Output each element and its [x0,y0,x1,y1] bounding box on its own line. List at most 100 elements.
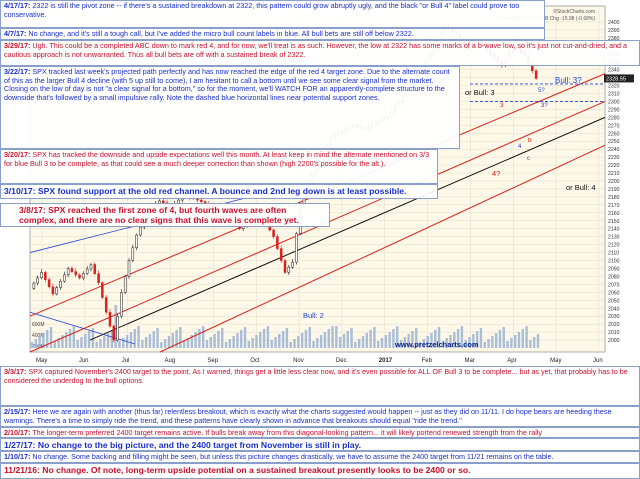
wave-label-b: b [528,138,532,144]
volume-bar [407,334,410,348]
volume-bar [308,327,311,348]
price-candle [123,276,127,293]
y-tick-label: 2220 [608,163,620,169]
note-update: 3/10/17: SPX found support at the old re… [0,184,438,199]
volume-bar [510,338,513,348]
volume-bar [129,332,133,348]
y-tick-label: 2170 [608,203,620,209]
volume-bar [221,328,224,348]
volume-bar [194,332,197,348]
x-tick-label: Sep [207,358,218,364]
volume-bar [377,341,380,348]
volume-bar [38,336,41,348]
volume-bar [99,339,102,348]
volume-bar [373,327,376,348]
price-candle [93,264,97,274]
note-update: 3/22/17: SPX tracked last week's project… [0,66,460,149]
volume-bar [392,329,395,348]
price-candle [120,292,123,317]
volume-bar [494,333,498,348]
volume-bar [357,339,361,348]
volume-bar [175,330,178,348]
volume-bar [449,335,452,348]
volume-bar [144,337,148,348]
volume-bar [251,338,254,348]
volume-bar [103,336,106,348]
volume-bar [498,330,502,348]
volume-bar [487,339,490,348]
volume-bar [521,329,524,348]
x-tick-label: May [36,358,47,364]
note-date: 4/17/17: [4,1,31,10]
price-candle [283,260,287,273]
volume-bar [513,335,517,348]
volume-bar [525,326,528,348]
volume-bar [236,333,239,348]
y-tick-label: 2080 [608,274,620,280]
price-candle [66,268,70,276]
note-text: SPX captured November's 2400 target to t… [4,367,628,385]
x-tick-label: May [550,358,561,364]
note-date: 1/27/17: [4,440,36,450]
volume-bar [179,327,182,348]
volume-bar [289,342,292,348]
note-date: 3/3/17: [4,367,27,376]
price-candle [97,273,100,284]
volume-bar [411,331,414,348]
volume-bar [270,340,273,348]
black-trendline [89,116,606,341]
y-tick-label: 2390 [608,28,620,34]
volume-bar [529,340,532,348]
x-tick-label: Apr [507,358,516,364]
price-candle [51,286,55,295]
volume-bar [205,340,209,348]
volume-bar [342,334,346,348]
price-candle [32,282,36,289]
note-text: No change to the big picture, and the 24… [35,440,362,450]
volume-bar [384,335,388,348]
volume-bar [456,329,460,348]
volume-bar [304,330,308,348]
volume-bar [388,332,391,348]
volume-bar [346,331,349,348]
volume-bar [255,335,258,348]
price-candle [131,247,135,261]
price-candle [534,70,538,79]
volume-bar [118,341,121,348]
volume-bar [422,339,426,348]
volume-bar [300,333,304,348]
price-candle [104,297,108,313]
x-tick-label: Aug [165,358,176,364]
volume-bar [87,331,91,348]
volume-bar [338,337,342,348]
y-tick-label: 2290 [608,107,620,113]
volume-bar [171,333,174,348]
note-update: 3/20/17: SPX has tracked the downside an… [0,149,438,184]
x-tick-label: Oct [250,358,260,364]
volume-bar [285,328,289,348]
volume-bar [182,341,186,348]
volume-bar [327,329,330,348]
volume-bar [160,342,163,348]
price-candle [85,268,89,274]
volume-bar [278,334,281,348]
volume-bar [133,329,136,348]
y-tick-label: 2230 [608,155,620,161]
volume-bar [434,330,437,348]
volume-bar [266,326,270,348]
volume-bar [228,339,232,348]
volume-bar [152,331,155,348]
volume-bar [84,334,87,348]
x-tick-label: Jun [79,358,89,364]
note-update: 2/15/17: Here we are again with another … [0,406,640,427]
y-tick-label: 2030 [608,314,620,320]
price-candle [116,315,119,341]
note-update: 1/27/17: No change to the big picture, a… [0,438,640,451]
volume-bar [532,337,536,348]
volume-label: 400M [32,333,45,339]
volume-bar [319,335,323,348]
volume-bar [403,337,407,348]
note-text: SPX found support at the old red channel… [35,186,407,196]
volume-bar [502,327,505,348]
x-tick-label: Nov [293,358,304,364]
